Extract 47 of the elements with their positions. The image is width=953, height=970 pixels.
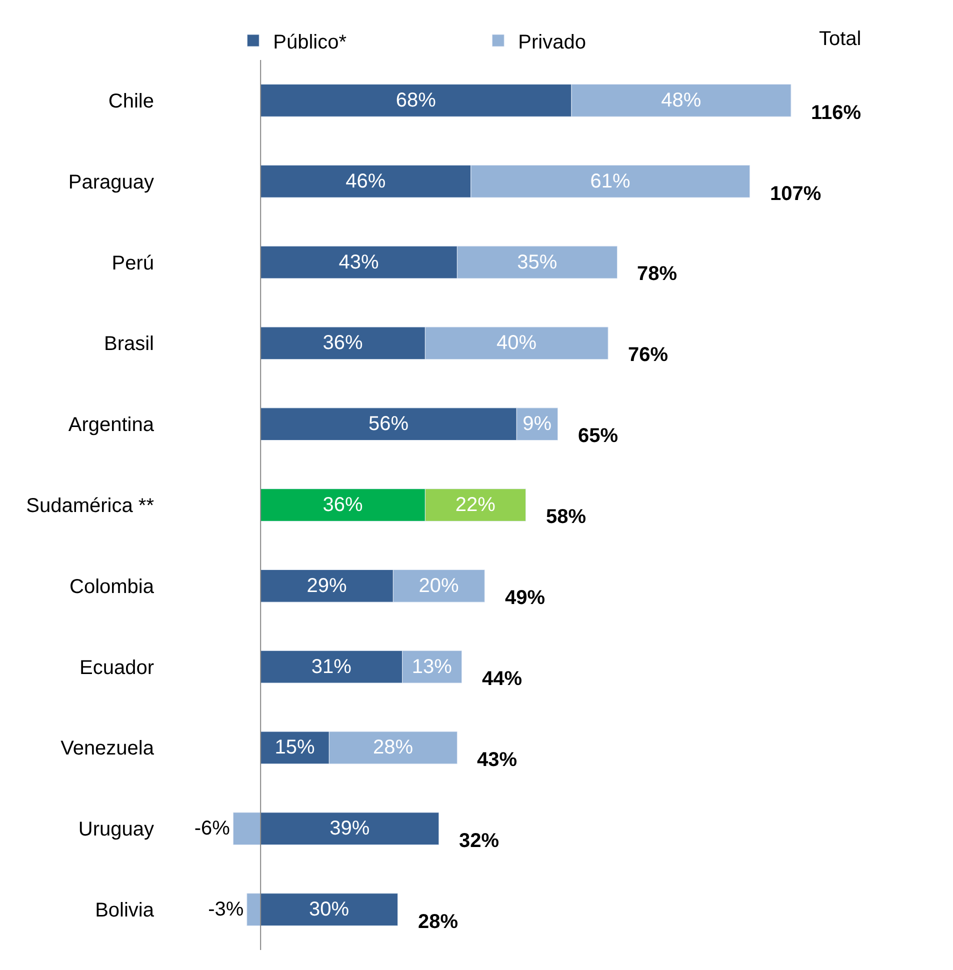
data-label: 48% — [661, 89, 702, 112]
y-tick-label: Colombia — [70, 576, 155, 598]
data-label: 20% — [418, 574, 460, 597]
data-label: 28% — [373, 736, 414, 759]
y-tick-label: Perú — [112, 252, 154, 274]
data-label: 36% — [322, 332, 364, 354]
total-label: 58% — [546, 506, 586, 528]
data-label: 56% — [368, 413, 409, 436]
y-tick-label: Ecuador — [80, 656, 154, 679]
data-label: 39% — [330, 818, 370, 840]
data-label: 46% — [346, 170, 386, 192]
y-tick-label: Bolivia — [95, 900, 155, 922]
y-tick-label: Venezuela — [60, 738, 155, 760]
y-tick-label: Sudamérica ** — [26, 495, 154, 517]
total-label: 43% — [477, 749, 518, 771]
data-label: -3% — [208, 898, 244, 921]
data-label: 68% — [396, 89, 436, 112]
y-tick-label: Paraguay — [68, 171, 154, 194]
legend-label: Público* — [273, 31, 347, 54]
total-label: 65% — [578, 425, 618, 447]
y-tick-label: Argentina — [68, 414, 155, 436]
total-label: 28% — [418, 911, 458, 933]
y-tick-label: Chile — [108, 90, 154, 112]
data-label: 15% — [274, 736, 316, 759]
legend-label: Privado — [518, 31, 586, 54]
data-label: 30% — [309, 898, 350, 921]
y-tick-label: Uruguay — [78, 818, 154, 841]
data-label: 9% — [522, 413, 552, 436]
total-label: 32% — [459, 830, 500, 852]
total-label: 78% — [637, 263, 678, 285]
data-label: 22% — [455, 494, 496, 516]
data-label: 31% — [311, 656, 352, 678]
data-label: 40% — [496, 332, 537, 354]
data-label: 35% — [517, 251, 558, 274]
total-label: 116% — [811, 102, 862, 124]
data-label: 29% — [306, 574, 348, 597]
y-tick-label: Brasil — [104, 333, 154, 356]
text: Total — [819, 28, 862, 50]
data-label: 61% — [590, 170, 631, 192]
data-label: -6% — [194, 818, 230, 840]
data-label: 13% — [412, 656, 452, 678]
total-label: 44% — [482, 668, 522, 690]
total-label: 76% — [628, 344, 668, 366]
total-label: 49% — [505, 587, 546, 609]
data-label: 36% — [322, 494, 364, 516]
total-label: 107% — [770, 183, 822, 205]
data-label: 43% — [338, 251, 380, 274]
